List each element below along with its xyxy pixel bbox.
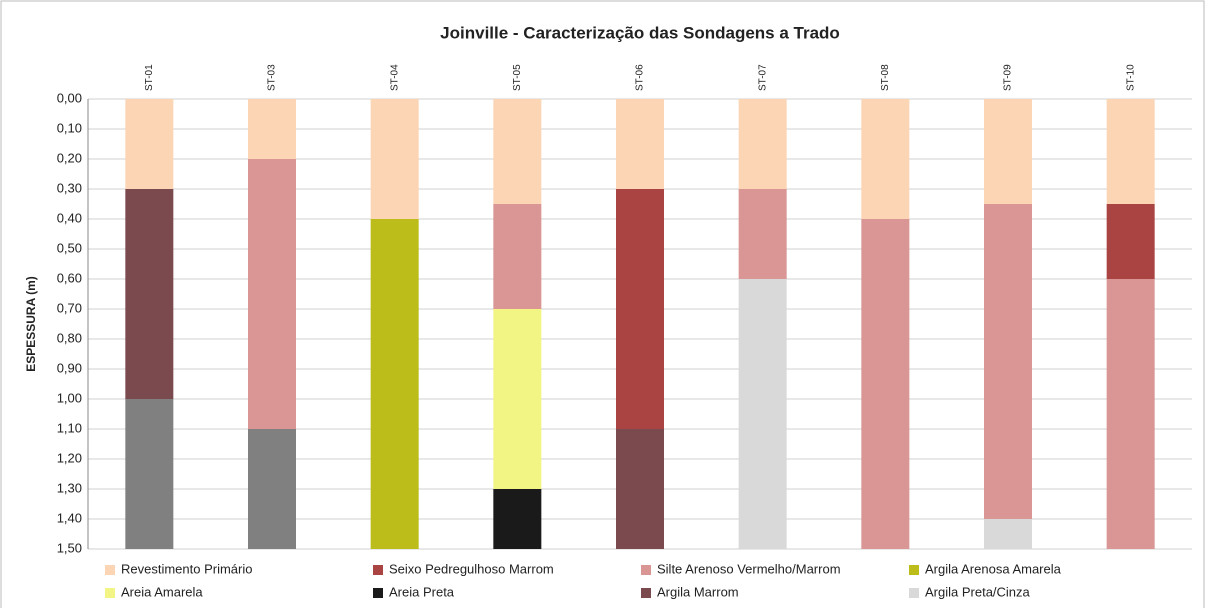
x-tick-label: ST-05: [512, 64, 523, 91]
bar-segment: [1106, 99, 1155, 204]
bar-segment: [984, 204, 1032, 519]
legend-label: Argila Preta/Cinza: [925, 584, 1031, 599]
y-tick-label: 0,30: [57, 180, 82, 195]
legend-label: Argila Marrom: [657, 584, 739, 599]
x-tick-label: ST-01: [144, 64, 155, 91]
y-tick-label: 0,90: [57, 360, 82, 375]
legend-swatch: [105, 588, 115, 598]
bar-segment: [370, 99, 419, 219]
y-tick-label: 0,70: [57, 300, 82, 315]
y-axis-label: ESPESSURA (m): [24, 276, 38, 372]
legend-label: Seixo Pedregulhoso Marrom: [389, 561, 554, 576]
y-tick-label: 0,10: [57, 120, 82, 135]
x-tick-label: ST-06: [635, 64, 646, 91]
legend-swatch: [641, 588, 651, 598]
y-tick-label: 1,20: [57, 450, 82, 465]
bar-segment: [616, 189, 664, 429]
bar-segment: [984, 519, 1032, 549]
legend-swatch: [105, 565, 115, 575]
x-tick-label: ST-09: [1003, 64, 1014, 91]
bar-segment: [616, 99, 664, 189]
bar-segment: [248, 99, 296, 159]
bar-segment: [493, 489, 542, 549]
y-tick-label: 0,80: [57, 330, 82, 345]
bar-segment: [861, 219, 910, 549]
y-tick-label: 1,30: [57, 480, 82, 495]
y-tick-label: 0,50: [57, 240, 82, 255]
legend-label: Argila Arenosa Amarela: [925, 561, 1062, 576]
y-tick-label: 0,60: [57, 270, 82, 285]
x-tick-label: ST-04: [389, 64, 400, 91]
bar-segment: [125, 99, 174, 189]
bar-segment: [493, 309, 542, 489]
legend-swatch: [909, 565, 919, 575]
y-tick-label: 0,00: [57, 90, 82, 105]
bar-segment: [493, 204, 542, 309]
bar-segment: [493, 99, 542, 204]
x-tick-label: ST-10: [1125, 64, 1136, 91]
legend-swatch: [373, 588, 383, 598]
legend-label: Areia Preta: [389, 584, 455, 599]
bar-segment: [125, 399, 174, 549]
legend-swatch: [373, 565, 383, 575]
legend-label: Silte Arenoso Vermelho/Marrom: [657, 561, 841, 576]
bar-segment: [1106, 279, 1155, 549]
legend-label: Revestimento Primário: [121, 561, 253, 576]
y-tick-label: 0,40: [57, 210, 82, 225]
x-tick-label: ST-07: [757, 64, 768, 91]
y-tick-label: 1,10: [57, 420, 82, 435]
y-tick-label: 1,50: [57, 540, 82, 555]
bar-segment: [616, 429, 664, 549]
bar-segment: [125, 189, 174, 399]
y-tick-label: 1,40: [57, 510, 82, 525]
bar-segment: [248, 429, 296, 549]
legend-swatch: [641, 565, 651, 575]
y-tick-label: 1,00: [57, 390, 82, 405]
bar-segment: [370, 219, 419, 549]
bar-segment: [738, 279, 787, 549]
x-tick-label: ST-03: [267, 64, 278, 91]
legend-label: Areia Amarela: [121, 584, 203, 599]
x-tick-label: ST-08: [880, 64, 891, 91]
y-tick-label: 0,20: [57, 150, 82, 165]
chart-title: Joinville - Caracterização das Sondagens…: [440, 23, 840, 42]
bar-segment: [861, 99, 910, 219]
bar-segment: [738, 99, 787, 189]
bar-segment: [248, 159, 296, 429]
bar-segment: [984, 99, 1032, 204]
legend-swatch: [909, 588, 919, 598]
bar-segment: [1106, 204, 1155, 279]
bar-segment: [738, 189, 787, 279]
